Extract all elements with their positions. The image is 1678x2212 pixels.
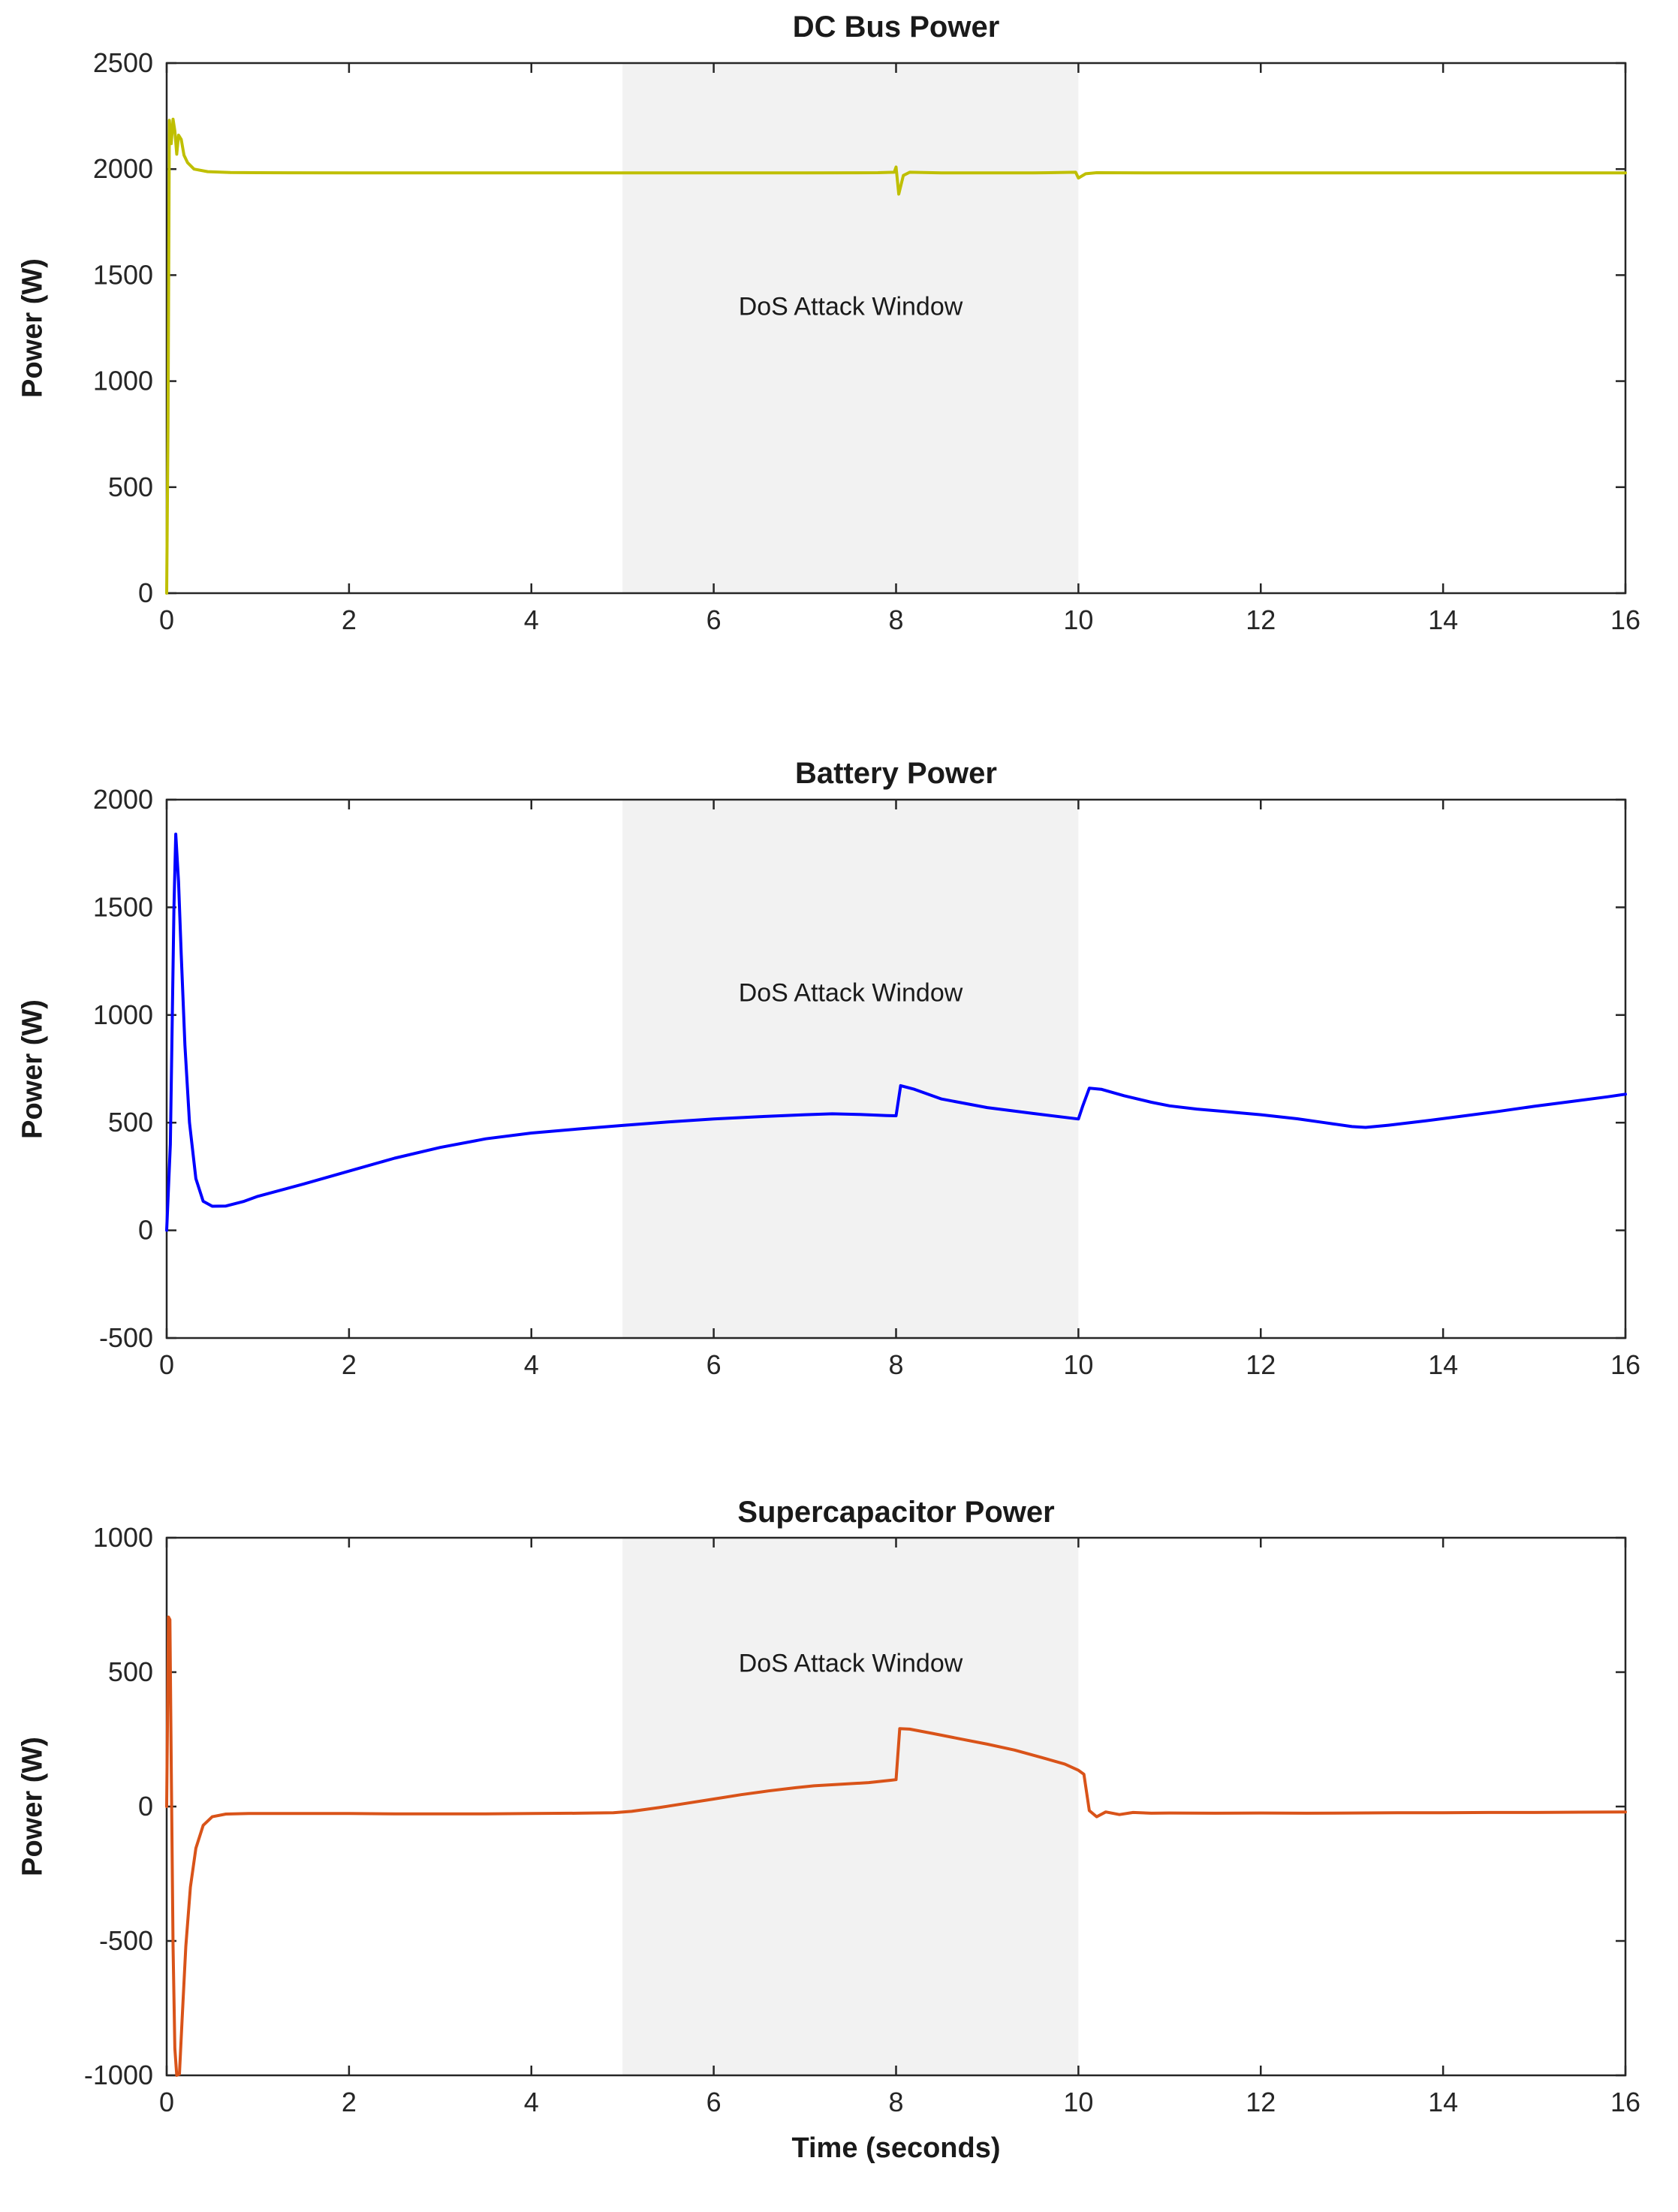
x-tick-label: 14	[1428, 604, 1458, 635]
y-tick-label: 1000	[93, 366, 153, 396]
y-tick-label: 2000	[93, 784, 153, 815]
series-line	[165, 832, 1627, 1232]
y-tick-label: 1500	[93, 259, 153, 290]
x-tick-label: 16	[1610, 2087, 1640, 2117]
y-tick-label: 1000	[93, 1522, 153, 1553]
x-tick-label: 14	[1428, 2087, 1458, 2117]
chart-title-dc-bus: DC Bus Power	[792, 11, 1000, 44]
y-tick-label: 1000	[93, 999, 153, 1030]
x-tick-label: 0	[159, 1349, 174, 1380]
y-axis-label-battery: Power (W)	[17, 999, 49, 1139]
x-tick-label: 10	[1063, 1349, 1093, 1380]
x-tick-label: 16	[1610, 1349, 1640, 1380]
y-axis-label-dc-bus: Power (W)	[17, 258, 49, 398]
x-tick-label: 12	[1246, 2087, 1276, 2117]
x-tick-label: 2	[342, 1349, 357, 1380]
x-tick-label: 8	[888, 604, 903, 635]
x-tick-label: 14	[1428, 1349, 1458, 1380]
y-axis-label-supercapacitor: Power (W)	[17, 1737, 49, 1876]
x-tick-label: 16	[1610, 604, 1640, 635]
x-tick-label: 12	[1246, 1349, 1276, 1380]
x-tick-label: 2	[342, 2087, 357, 2117]
x-tick-label: 8	[888, 1349, 903, 1380]
y-tick-label: 2000	[93, 153, 153, 184]
y-tick-label: 0	[138, 1215, 153, 1246]
x-tick-label: 10	[1063, 2087, 1093, 2117]
x-tick-label: 6	[706, 1349, 722, 1380]
chart-title-supercapacitor: Supercapacitor Power	[737, 1496, 1055, 1529]
chart-title-battery: Battery Power	[795, 757, 997, 790]
chart-dc-bus-power: 0 2 4 6 8 10 12 14 16 0 500 1000 1500 2000 2500 DC Bus…	[0, 0, 1678, 713]
x-tick-label: 2	[342, 604, 357, 635]
supercapacitor-power-plot: 0 2 4 6 8 10 12 14 16 -1000 -500 0 500 1000	[84, 1522, 1640, 2117]
attack-window-annotation-battery: DoS Attack Window	[738, 978, 963, 1008]
y-tick-label: 500	[108, 1656, 153, 1687]
attack-window-annotation-supercapacitor: DoS Attack Window	[738, 1649, 963, 1678]
chart-battery-power: 0 2 4 6 8 10 12 14 16 -500 0 500 1000 1500 2000 Batter…	[0, 713, 1678, 1458]
y-tick-label: -1000	[84, 2060, 153, 2090]
x-tick-label: 10	[1063, 604, 1093, 635]
x-tick-label: 8	[888, 2087, 903, 2117]
attack-window-shade	[622, 1538, 1079, 2075]
y-tick-label: 500	[108, 472, 153, 502]
x-tick-label: 6	[706, 2087, 722, 2117]
x-tick-label: 4	[524, 1349, 539, 1380]
y-tick-label: 0	[138, 577, 153, 608]
x-tick-label: 4	[524, 2087, 539, 2117]
attack-window-annotation-dc-bus: DoS Attack Window	[738, 292, 963, 321]
y-tick-label: -500	[99, 1925, 153, 1956]
attack-window-shade	[622, 800, 1079, 1338]
series-line	[165, 1615, 1627, 2077]
axes-box	[165, 62, 1627, 595]
y-tick-label: -500	[99, 1322, 153, 1353]
x-tick-label: 0	[159, 2087, 174, 2117]
x-tick-label: 12	[1246, 604, 1276, 635]
x-tick-label: 4	[524, 604, 539, 635]
x-tick-label: 6	[706, 604, 722, 635]
y-tick-label: 0	[138, 1791, 153, 1822]
y-tick-label: 500	[108, 1107, 153, 1138]
chart-supercapacitor-power: 0 2 4 6 8 10 12 14 16 -1000 -500 0 500 1000 Supercapa…	[0, 1458, 1678, 2212]
attack-window-shade	[622, 63, 1079, 593]
dc-bus-power-plot: 0 2 4 6 8 10 12 14 16 0 500 1000 1500 2000 2500	[93, 47, 1640, 635]
axes-box	[165, 798, 1627, 1340]
y-tick-label: 2500	[93, 47, 153, 78]
x-axis-label-time: Time (seconds)	[791, 2132, 1001, 2164]
series-line	[165, 117, 1627, 595]
x-tick-label: 0	[159, 604, 174, 635]
y-tick-label: 1500	[93, 891, 153, 922]
